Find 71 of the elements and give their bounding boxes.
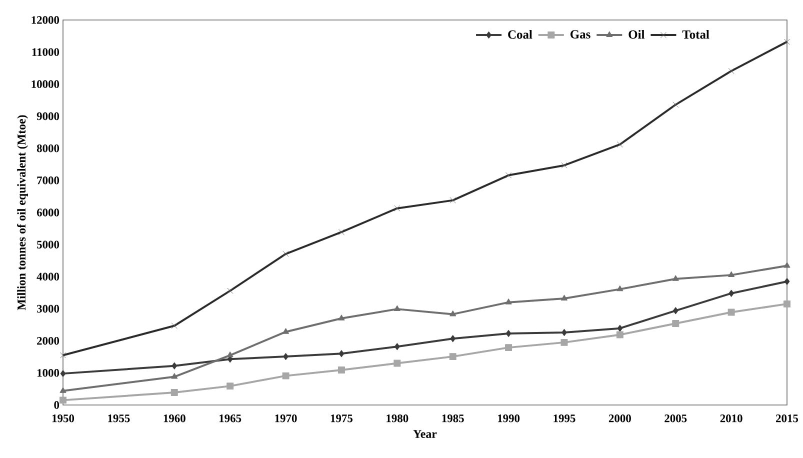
x-tick-label: 1970 (275, 414, 297, 422)
point (672, 320, 680, 327)
y-tick-label: 4000 (36, 272, 60, 281)
point (226, 382, 234, 390)
point (728, 308, 735, 316)
x-tick-label: 1955 (108, 414, 130, 422)
point (282, 372, 290, 380)
point (170, 389, 178, 396)
point (283, 353, 288, 360)
point (60, 370, 66, 378)
legend-label: Total (682, 30, 710, 39)
legend-label: Gas (570, 30, 590, 39)
x-tick-label: 1975 (330, 414, 353, 422)
point (784, 262, 790, 268)
point (282, 328, 290, 334)
point (617, 324, 623, 332)
legend-label: Coal (508, 30, 532, 39)
y-tick-label: 8000 (36, 144, 60, 152)
point (171, 373, 178, 379)
point (60, 387, 66, 393)
point (394, 360, 401, 367)
x-tick-label: 2015 (776, 414, 798, 422)
point (784, 300, 790, 308)
point (672, 307, 678, 314)
point (394, 343, 400, 350)
point (450, 335, 456, 342)
point (560, 294, 568, 300)
x-tick-label: 1960 (164, 414, 186, 422)
y-axis-title: Million tonnes of oil equivalent (Mtoe) (17, 115, 28, 310)
x-tick-label: 1990 (498, 414, 520, 422)
point (338, 314, 345, 320)
point (505, 344, 512, 352)
point (728, 271, 735, 278)
y-tick-label: 9000 (36, 112, 60, 120)
point (449, 353, 456, 360)
y-tick-label: 12000 (32, 16, 60, 24)
x-tick-label: 1985 (442, 414, 464, 422)
point (562, 329, 567, 336)
point (506, 330, 512, 337)
y-tick-label: 1000 (37, 369, 60, 377)
point (728, 290, 734, 297)
x-tick-label: 2000 (608, 414, 631, 422)
y-tick-label: 6000 (36, 208, 60, 216)
y-tick-label: 3000 (37, 304, 60, 313)
point (784, 278, 790, 285)
x-tick-label: 2005 (664, 414, 687, 422)
y-tick-label: 11000 (32, 48, 60, 56)
y-tick-label: 7000 (37, 176, 60, 184)
point (172, 362, 178, 370)
point (60, 396, 66, 404)
point (616, 331, 624, 338)
legend-label: Oil (628, 30, 645, 39)
point (560, 338, 568, 346)
x-tick-label: 1950 (52, 414, 74, 422)
x-tick-label: 2010 (720, 414, 742, 422)
point (394, 305, 400, 312)
point (338, 366, 345, 374)
point (672, 275, 679, 281)
point (505, 298, 512, 304)
x-tick-label: 1965 (220, 414, 242, 422)
y-tick-label: 0 (54, 401, 60, 409)
x-tick-label: 1980 (386, 414, 408, 422)
x-axis-title: Year (413, 430, 437, 438)
point (226, 352, 234, 358)
y-tick-label: 5000 (37, 240, 60, 248)
y-tick-label: 2000 (37, 336, 60, 345)
y-tick-label: 10000 (32, 80, 60, 88)
point (338, 350, 344, 358)
point (450, 310, 456, 316)
point (616, 285, 624, 292)
x-tick-label: 1995 (554, 414, 576, 422)
